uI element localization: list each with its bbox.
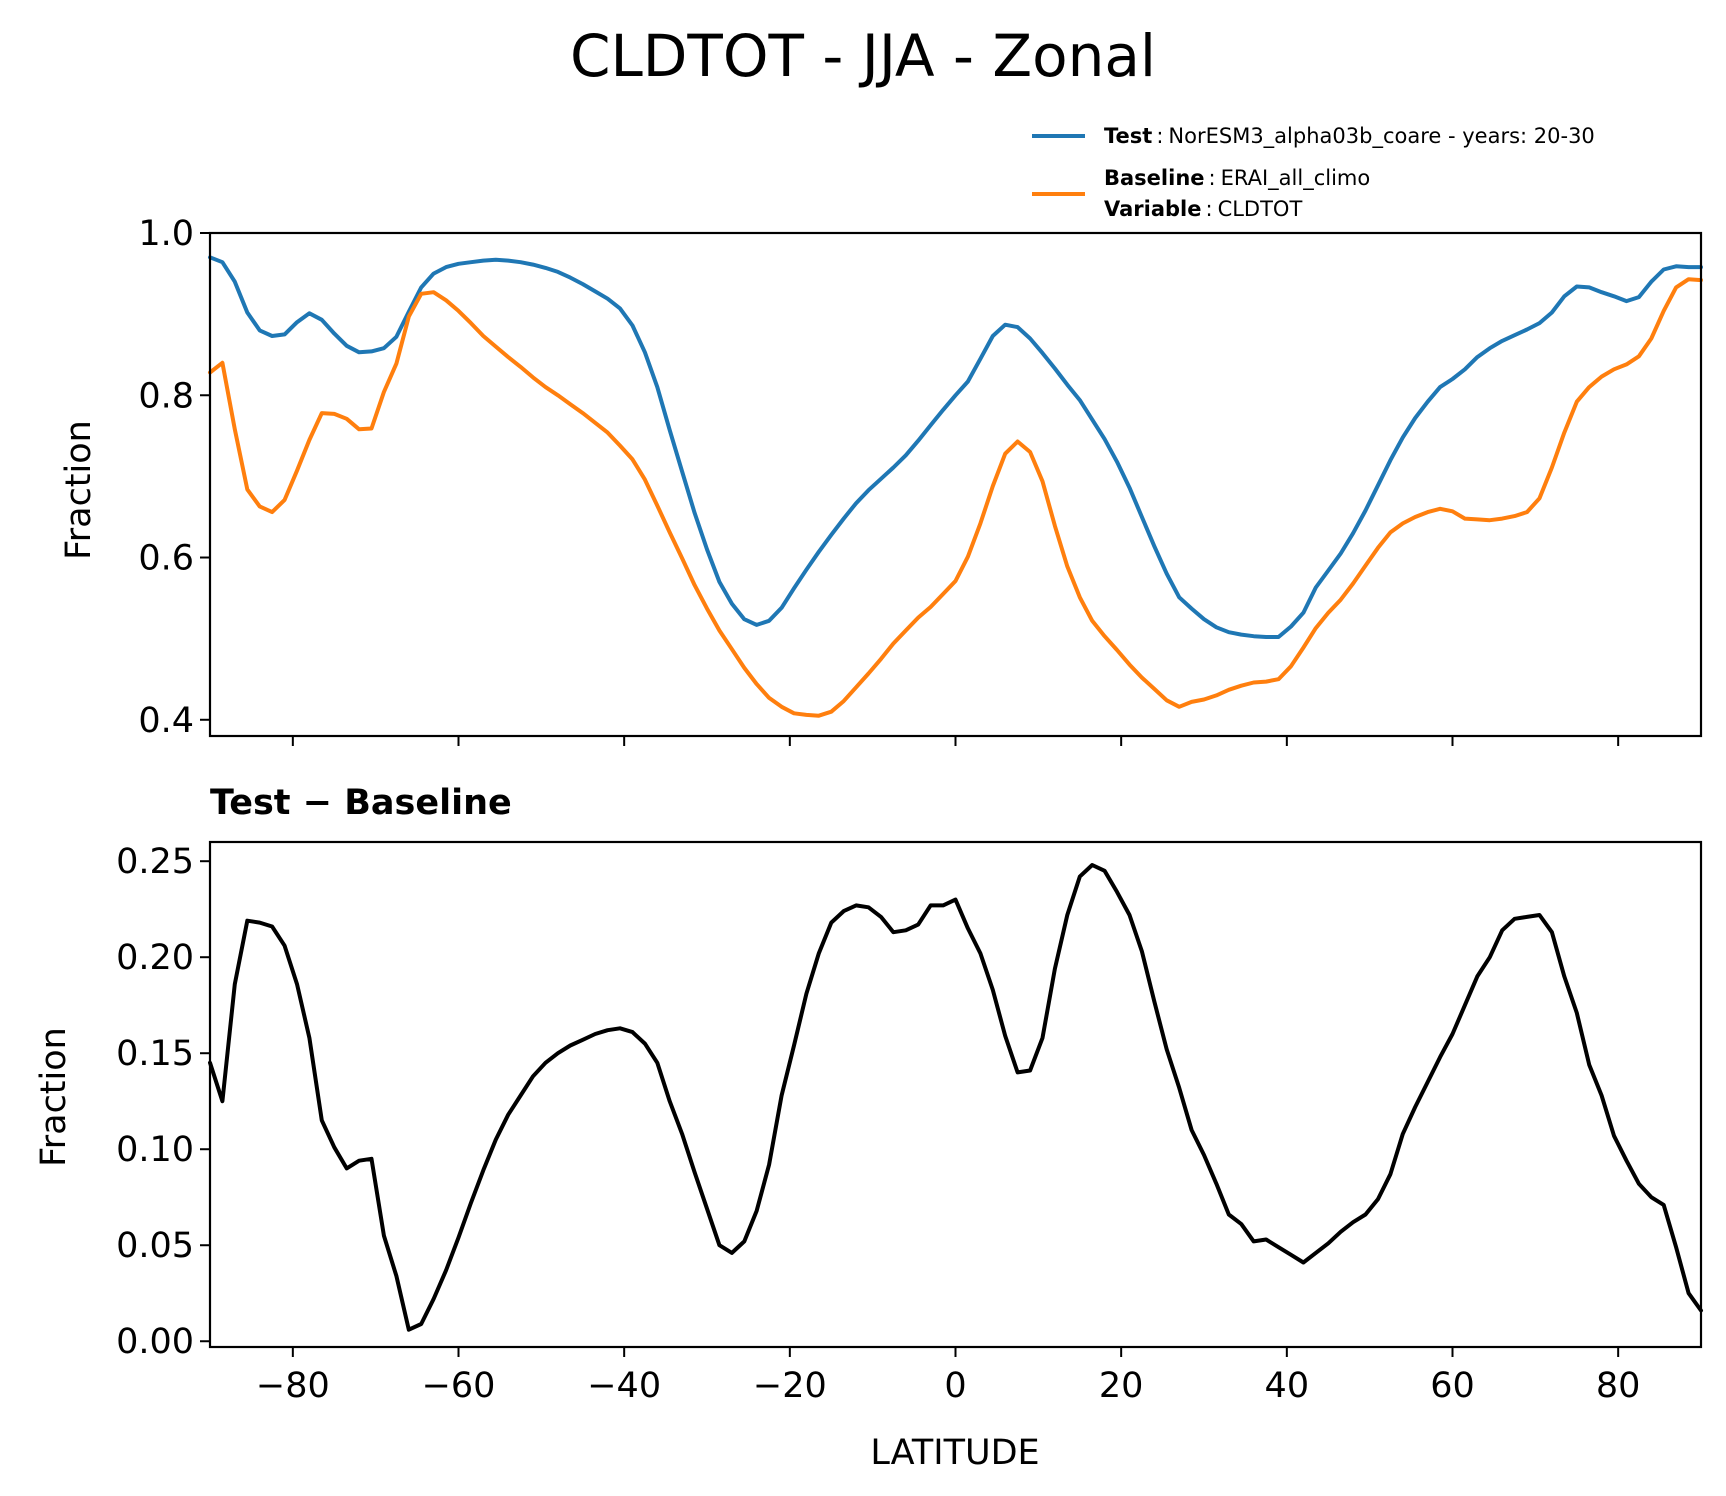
legend-test-sep: : [1156,124,1163,148]
legend-baseline-entry: Baseline: ERAI_all_climo [1104,166,1370,191]
figure-title: CLDTOT - JJA - Zonal [570,22,1156,90]
top-ytick-label: 0.4 [138,701,194,741]
top-ytick-label: 1.0 [138,214,194,254]
bottom-ytick-label: 0.00 [116,1322,194,1362]
bottom-plot-frame [208,840,1703,1349]
legend-variable-entry: Variable: CLDTOT [1104,197,1302,221]
top-ytick-label: 0.8 [138,376,194,416]
bottom-series-line-test-baseline [208,863,1703,1332]
legend: Test: NorESM3_alpha03b_coare - years: 20-… [1032,124,1595,221]
legend-variable-key: Variable [1104,197,1201,221]
top-ylabel: Fraction [59,420,99,560]
bottom-xtick-label: −40 [587,1366,661,1406]
top-series-line-test [208,255,1703,639]
bottom-xtick-label: 20 [1099,1366,1144,1406]
bottom-xtick-label: 40 [1265,1366,1310,1406]
legend-baseline-key: Baseline [1104,166,1205,190]
bottom-ytick-label: 0.25 [116,842,194,882]
bottom-ytick-label: 0.10 [116,1130,194,1170]
bottom-xtick-label: 80 [1596,1366,1641,1406]
bottom-xticks: −80 −60 −40 −20 0 20 40 60 80 [256,1347,1641,1406]
legend-test-key: Test [1104,124,1152,148]
legend-variable-sep: : [1205,197,1212,221]
top-ytick-label: 0.6 [138,539,194,579]
bottom-xlabel: LATITUDE [870,1433,1039,1473]
bottom-xtick-label: −60 [422,1366,496,1406]
legend-test-value: NorESM3_alpha03b_coare - years: 20-30 [1168,124,1594,149]
top-panel: Fraction 0.4 0.6 0.8 1.0 [59,214,1703,746]
bottom-ytick-label: 0.05 [116,1226,194,1266]
legend-baseline-sep: : [1209,166,1216,190]
legend-test-entry: Test: NorESM3_alpha03b_coare - years: 20-… [1104,124,1595,149]
bottom-panel: Test − Baseline Fraction 0.00 0.05 0.10 0.1… [34,783,1703,1473]
bottom-ytick-label: 0.20 [116,938,194,978]
top-series-line-baseline [208,277,1703,718]
top-yticks: 0.4 0.6 0.8 1.0 [138,214,210,741]
bottom-yticks: 0.00 0.05 0.10 0.15 0.20 0.25 [116,842,210,1362]
bottom-series-group [208,863,1703,1332]
top-xticks [291,736,1620,746]
top-series-group [208,255,1703,718]
bottom-xtick-label: 60 [1430,1366,1475,1406]
bottom-ylabel: Fraction [34,1027,74,1167]
top-plot-frame [208,231,1703,738]
bottom-panel-title: Test − Baseline [210,783,512,823]
bottom-ytick-label: 0.15 [116,1034,194,1074]
bottom-xtick-label: −20 [753,1366,827,1406]
bottom-xtick-label: −80 [256,1366,330,1406]
legend-variable-value: CLDTOT [1218,197,1303,221]
bottom-xtick-label: 0 [944,1366,966,1406]
legend-baseline-value: ERAI_all_climo [1221,166,1371,191]
